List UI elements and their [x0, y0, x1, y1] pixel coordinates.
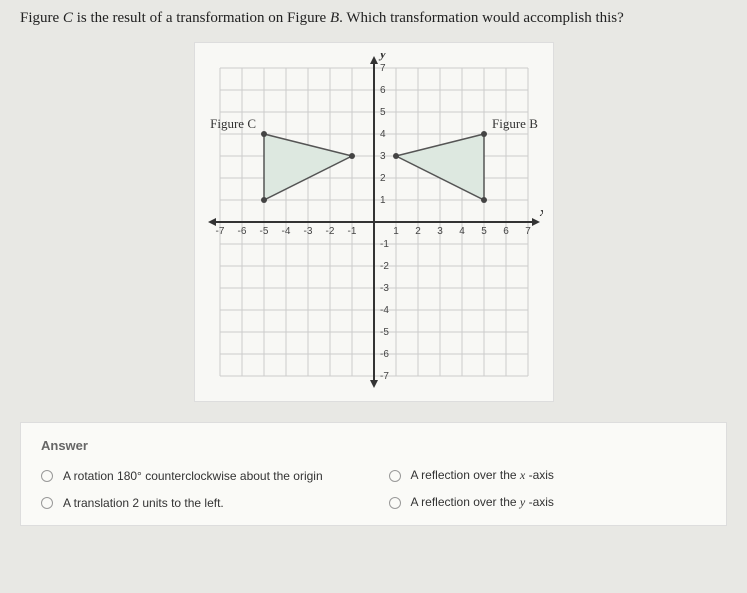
- svg-text:-7: -7: [215, 226, 224, 237]
- svg-text:-4: -4: [281, 226, 290, 237]
- svg-text:-6: -6: [237, 226, 246, 237]
- svg-text:Figure B: Figure B: [492, 116, 538, 131]
- svg-text:1: 1: [393, 226, 399, 237]
- svg-text:-2: -2: [325, 226, 334, 237]
- svg-text:7: 7: [525, 226, 531, 237]
- svg-text:2: 2: [415, 226, 421, 237]
- svg-text:3: 3: [380, 151, 386, 162]
- svg-text:-7: -7: [380, 371, 389, 382]
- svg-text:x: x: [539, 204, 543, 219]
- options-grid: A rotation 180° counterclockwise about t…: [41, 468, 706, 510]
- svg-text:-6: -6: [380, 349, 389, 360]
- svg-text:-3: -3: [303, 226, 312, 237]
- chart-background: -7 -6 -5 -4 -3 -2 -1 1 2 3 4 5 6 7 -7 -6 -5 -4 -3 -2 -1 1 2 3 4 5…: [194, 42, 554, 402]
- option-reflection-y[interactable]: A reflection over the y -axis: [389, 495, 707, 510]
- svg-text:-5: -5: [259, 226, 268, 237]
- answer-title: Answer: [41, 438, 706, 453]
- radio-icon: [389, 470, 401, 482]
- svg-text:7: 7: [380, 63, 386, 74]
- option-rotation[interactable]: A rotation 180° counterclockwise about t…: [41, 468, 359, 483]
- option-label: A reflection over the x -axis: [411, 468, 554, 483]
- option-translation[interactable]: A translation 2 units to the left.: [41, 495, 359, 510]
- svg-text:2: 2: [380, 173, 386, 184]
- svg-text:Figure C: Figure C: [210, 116, 256, 131]
- svg-text:6: 6: [380, 85, 386, 96]
- option-label: A rotation 180° counterclockwise about t…: [63, 469, 323, 483]
- svg-text:y: y: [378, 53, 386, 61]
- answer-section: Answer A rotation 180° counterclockwise …: [20, 422, 727, 526]
- question-text: Figure C is the result of a transformati…: [20, 10, 727, 27]
- option-label: A reflection over the y -axis: [411, 495, 554, 510]
- coordinate-grid: -7 -6 -5 -4 -3 -2 -1 1 2 3 4 5 6 7 -7 -6 -5 -4 -3 -2 -1 1 2 3 4 5…: [205, 53, 543, 391]
- svg-text:1: 1: [380, 195, 386, 206]
- svg-text:-5: -5: [380, 327, 389, 338]
- svg-text:6: 6: [503, 226, 509, 237]
- option-reflection-x[interactable]: A reflection over the x -axis: [389, 468, 707, 483]
- chart-container: -7 -6 -5 -4 -3 -2 -1 1 2 3 4 5 6 7 -7 -6 -5 -4 -3 -2 -1 1 2 3 4 5…: [20, 42, 727, 402]
- svg-text:-4: -4: [380, 305, 389, 316]
- svg-text:4: 4: [380, 129, 386, 140]
- radio-icon: [41, 470, 53, 482]
- svg-text:-2: -2: [380, 261, 389, 272]
- radio-icon: [389, 497, 401, 509]
- svg-text:-1: -1: [380, 239, 389, 250]
- svg-text:-1: -1: [347, 226, 356, 237]
- svg-text:5: 5: [380, 107, 386, 118]
- svg-text:3: 3: [437, 226, 443, 237]
- option-label: A translation 2 units to the left.: [63, 496, 224, 510]
- radio-icon: [41, 497, 53, 509]
- svg-text:5: 5: [481, 226, 487, 237]
- svg-text:4: 4: [459, 226, 465, 237]
- svg-text:-3: -3: [380, 283, 389, 294]
